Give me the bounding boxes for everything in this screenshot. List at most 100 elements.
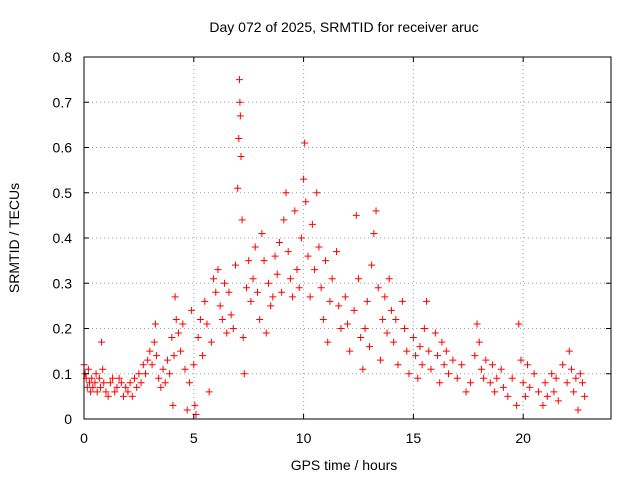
data-point bbox=[350, 306, 358, 314]
data-point bbox=[258, 229, 266, 237]
data-point bbox=[117, 379, 125, 387]
y-tick-label: 0.2 bbox=[53, 321, 73, 337]
data-point bbox=[207, 338, 215, 346]
y-tick-label: 0.5 bbox=[53, 185, 73, 201]
data-point bbox=[177, 347, 185, 355]
data-point bbox=[567, 365, 575, 373]
data-point bbox=[139, 361, 147, 369]
data-point bbox=[297, 234, 305, 242]
data-point bbox=[372, 207, 380, 215]
data-point bbox=[363, 297, 371, 305]
data-point bbox=[199, 352, 207, 360]
data-point bbox=[499, 383, 507, 391]
data-point bbox=[513, 401, 521, 409]
data-point bbox=[104, 392, 112, 400]
data-point bbox=[100, 379, 108, 387]
plot-border bbox=[83, 56, 612, 420]
data-point bbox=[427, 365, 435, 373]
data-point bbox=[229, 325, 237, 332]
data-point bbox=[210, 275, 218, 283]
data-point bbox=[548, 370, 556, 378]
data-point bbox=[122, 383, 130, 391]
data-point bbox=[99, 365, 107, 373]
x-tick-label: 20 bbox=[515, 430, 531, 446]
data-point bbox=[280, 216, 288, 224]
y-tick-label: 0.7 bbox=[53, 94, 73, 110]
data-point bbox=[550, 388, 558, 396]
data-point bbox=[524, 361, 532, 369]
data-point bbox=[88, 374, 96, 382]
data-point bbox=[313, 189, 321, 197]
data-point bbox=[344, 320, 351, 328]
data-point bbox=[488, 361, 496, 369]
data-point bbox=[341, 293, 349, 301]
data-point bbox=[359, 365, 367, 373]
data-point bbox=[163, 356, 171, 364]
data-point bbox=[269, 293, 277, 301]
data-point bbox=[89, 383, 97, 391]
data-point bbox=[508, 374, 516, 382]
data-point bbox=[352, 211, 360, 219]
data-point bbox=[120, 392, 128, 400]
y-tick-label: 0.3 bbox=[53, 275, 73, 291]
data-point bbox=[253, 288, 261, 296]
data-point bbox=[205, 388, 213, 396]
data-point bbox=[148, 361, 156, 369]
data-point bbox=[425, 347, 433, 355]
data-point bbox=[242, 284, 250, 292]
data-point bbox=[519, 379, 527, 387]
data-point bbox=[354, 275, 362, 283]
data-point bbox=[196, 315, 204, 323]
data-point bbox=[370, 229, 378, 237]
data-point bbox=[240, 370, 248, 378]
data-point bbox=[111, 388, 119, 396]
data-point bbox=[398, 297, 406, 305]
x-tick-label: 15 bbox=[406, 430, 422, 446]
data-point bbox=[563, 379, 571, 387]
data-point bbox=[326, 297, 334, 305]
data-point bbox=[171, 293, 179, 301]
data-point bbox=[361, 325, 369, 332]
data-point bbox=[190, 361, 198, 369]
x-tick-label: 5 bbox=[190, 430, 198, 446]
data-point bbox=[578, 379, 586, 387]
data-point bbox=[442, 347, 450, 355]
data-point bbox=[319, 315, 327, 323]
data-point bbox=[466, 379, 474, 387]
data-point bbox=[172, 315, 180, 323]
data-point bbox=[96, 383, 104, 391]
data-point bbox=[445, 370, 453, 378]
data-point bbox=[183, 406, 191, 414]
data-point bbox=[385, 275, 393, 283]
data-point bbox=[170, 352, 178, 360]
data-point bbox=[554, 397, 562, 405]
data-point bbox=[477, 365, 485, 373]
data-point bbox=[271, 252, 279, 260]
data-point bbox=[333, 248, 341, 256]
data-point bbox=[381, 293, 389, 301]
data-point bbox=[98, 338, 106, 346]
data-point bbox=[471, 352, 479, 360]
data-point bbox=[383, 329, 391, 337]
data-point bbox=[239, 334, 247, 342]
data-point bbox=[497, 365, 505, 373]
data-point bbox=[293, 266, 301, 274]
data-point bbox=[128, 392, 136, 400]
data-point bbox=[284, 248, 292, 256]
data-point bbox=[169, 401, 177, 409]
data-point bbox=[267, 302, 275, 310]
data-point bbox=[185, 379, 193, 387]
data-point bbox=[574, 406, 582, 414]
data-point bbox=[144, 356, 152, 364]
data-point bbox=[458, 361, 466, 369]
data-point bbox=[420, 325, 428, 332]
data-point bbox=[412, 352, 420, 360]
data-point bbox=[491, 388, 499, 396]
data-point bbox=[286, 275, 294, 283]
data-point bbox=[440, 361, 448, 369]
axis-ticks: 0 5 10 15 20 0 0.1 0.2 0.3 0.4 0.5 0.6 0.7 0.8 bbox=[53, 49, 611, 446]
data-point bbox=[337, 325, 345, 332]
data-point bbox=[515, 320, 523, 328]
data-point bbox=[236, 98, 244, 106]
